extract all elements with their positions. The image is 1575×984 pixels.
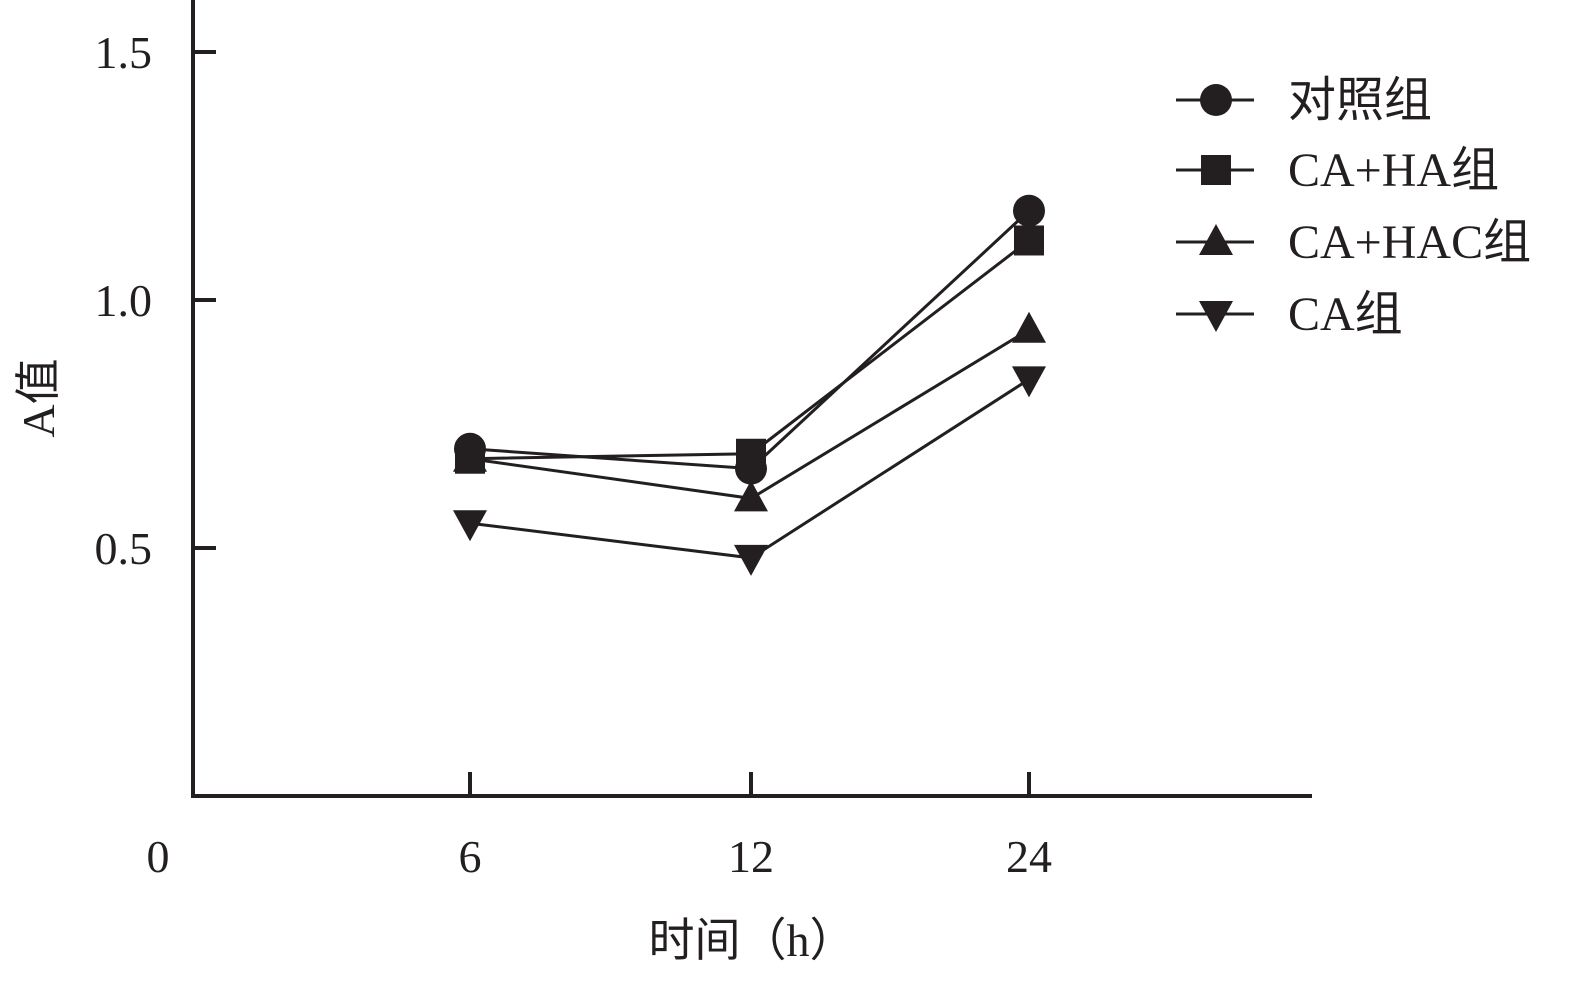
y-axis-title: A值	[13, 358, 64, 437]
legend-marker	[1200, 84, 1232, 116]
series-triangle-up	[453, 311, 1046, 512]
data-point	[734, 480, 768, 512]
x-axis-title: 时间（h）	[649, 915, 856, 966]
data-point	[453, 510, 487, 542]
axes	[191, 0, 1312, 798]
legend: 对照组 CA+HA组 CA+HAC组 CA组	[1176, 74, 1531, 341]
legend-marker	[1199, 224, 1233, 255]
y-tick-label: 1.5	[95, 27, 153, 78]
legend-marker	[1201, 155, 1231, 185]
data-point	[1013, 194, 1045, 227]
series-triangle-down	[453, 366, 1046, 576]
data-point	[1012, 366, 1046, 398]
legend-marker	[1199, 301, 1233, 332]
data-point	[734, 544, 768, 576]
series-line	[469, 209, 1031, 471]
x-tick-label: 24	[1006, 831, 1052, 882]
legend-entry: CA组	[1176, 288, 1403, 341]
legend-entry: CA+HA组	[1176, 144, 1499, 197]
x-tick-label: 6	[459, 831, 482, 882]
y-tick-label: 0.5	[95, 523, 153, 574]
legend-entry: CA+HAC组	[1176, 216, 1531, 269]
series-line	[469, 239, 1030, 461]
series-square	[455, 225, 1044, 474]
legend-label: CA+HA组	[1288, 144, 1499, 197]
origin-tick-label: 0	[147, 831, 170, 882]
legend-entry: 对照组	[1176, 74, 1432, 127]
y-tick-label: 1.0	[95, 275, 153, 326]
data-point	[736, 438, 766, 469]
legend-label: CA+HAC组	[1288, 216, 1531, 269]
series-layer	[453, 194, 1046, 576]
data-point	[1014, 225, 1044, 256]
x-tick-label: 12	[728, 831, 774, 882]
data-point	[453, 440, 487, 472]
x-ticks: 6 12 24	[459, 772, 1052, 882]
legend-label: 对照组	[1288, 74, 1432, 127]
y-ticks: 0.5 1.0 1.5	[95, 27, 216, 574]
legend-label: CA组	[1288, 288, 1403, 341]
data-point	[1012, 311, 1046, 343]
